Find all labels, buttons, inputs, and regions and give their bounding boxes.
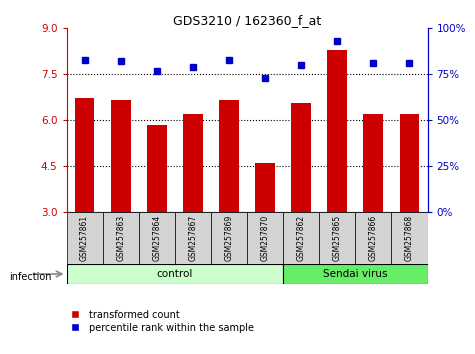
- Text: Sendai virus: Sendai virus: [323, 269, 388, 279]
- Text: GSM257862: GSM257862: [297, 215, 305, 261]
- Text: GSM257861: GSM257861: [80, 215, 89, 261]
- Bar: [247, 212, 283, 264]
- Bar: [175, 212, 211, 264]
- Legend: transformed count, percentile rank within the sample: transformed count, percentile rank withi…: [62, 306, 258, 336]
- Text: GSM257869: GSM257869: [225, 215, 233, 261]
- Text: GSM257870: GSM257870: [261, 215, 269, 261]
- Bar: [391, 212, 428, 264]
- Text: GSM257863: GSM257863: [116, 215, 125, 261]
- Text: GSM257864: GSM257864: [152, 215, 161, 261]
- Bar: [111, 101, 131, 212]
- Bar: [219, 101, 239, 212]
- Bar: [291, 103, 311, 212]
- Bar: [211, 212, 247, 264]
- Text: GSM257868: GSM257868: [405, 215, 414, 261]
- Bar: [75, 98, 95, 212]
- Text: GSM257867: GSM257867: [189, 215, 197, 261]
- Bar: [66, 212, 103, 264]
- Bar: [283, 264, 428, 284]
- Bar: [103, 212, 139, 264]
- Bar: [139, 212, 175, 264]
- Bar: [283, 212, 319, 264]
- Text: control: control: [157, 269, 193, 279]
- Bar: [66, 264, 283, 284]
- Bar: [327, 50, 347, 212]
- Bar: [183, 114, 203, 212]
- Bar: [319, 212, 355, 264]
- Bar: [399, 114, 419, 212]
- Bar: [355, 212, 391, 264]
- Text: infection: infection: [10, 272, 52, 282]
- Text: GSM257866: GSM257866: [369, 215, 378, 261]
- Bar: [147, 125, 167, 212]
- Bar: [363, 114, 383, 212]
- Title: GDS3210 / 162360_f_at: GDS3210 / 162360_f_at: [173, 14, 321, 27]
- Text: GSM257865: GSM257865: [333, 215, 342, 261]
- Bar: [255, 163, 275, 212]
